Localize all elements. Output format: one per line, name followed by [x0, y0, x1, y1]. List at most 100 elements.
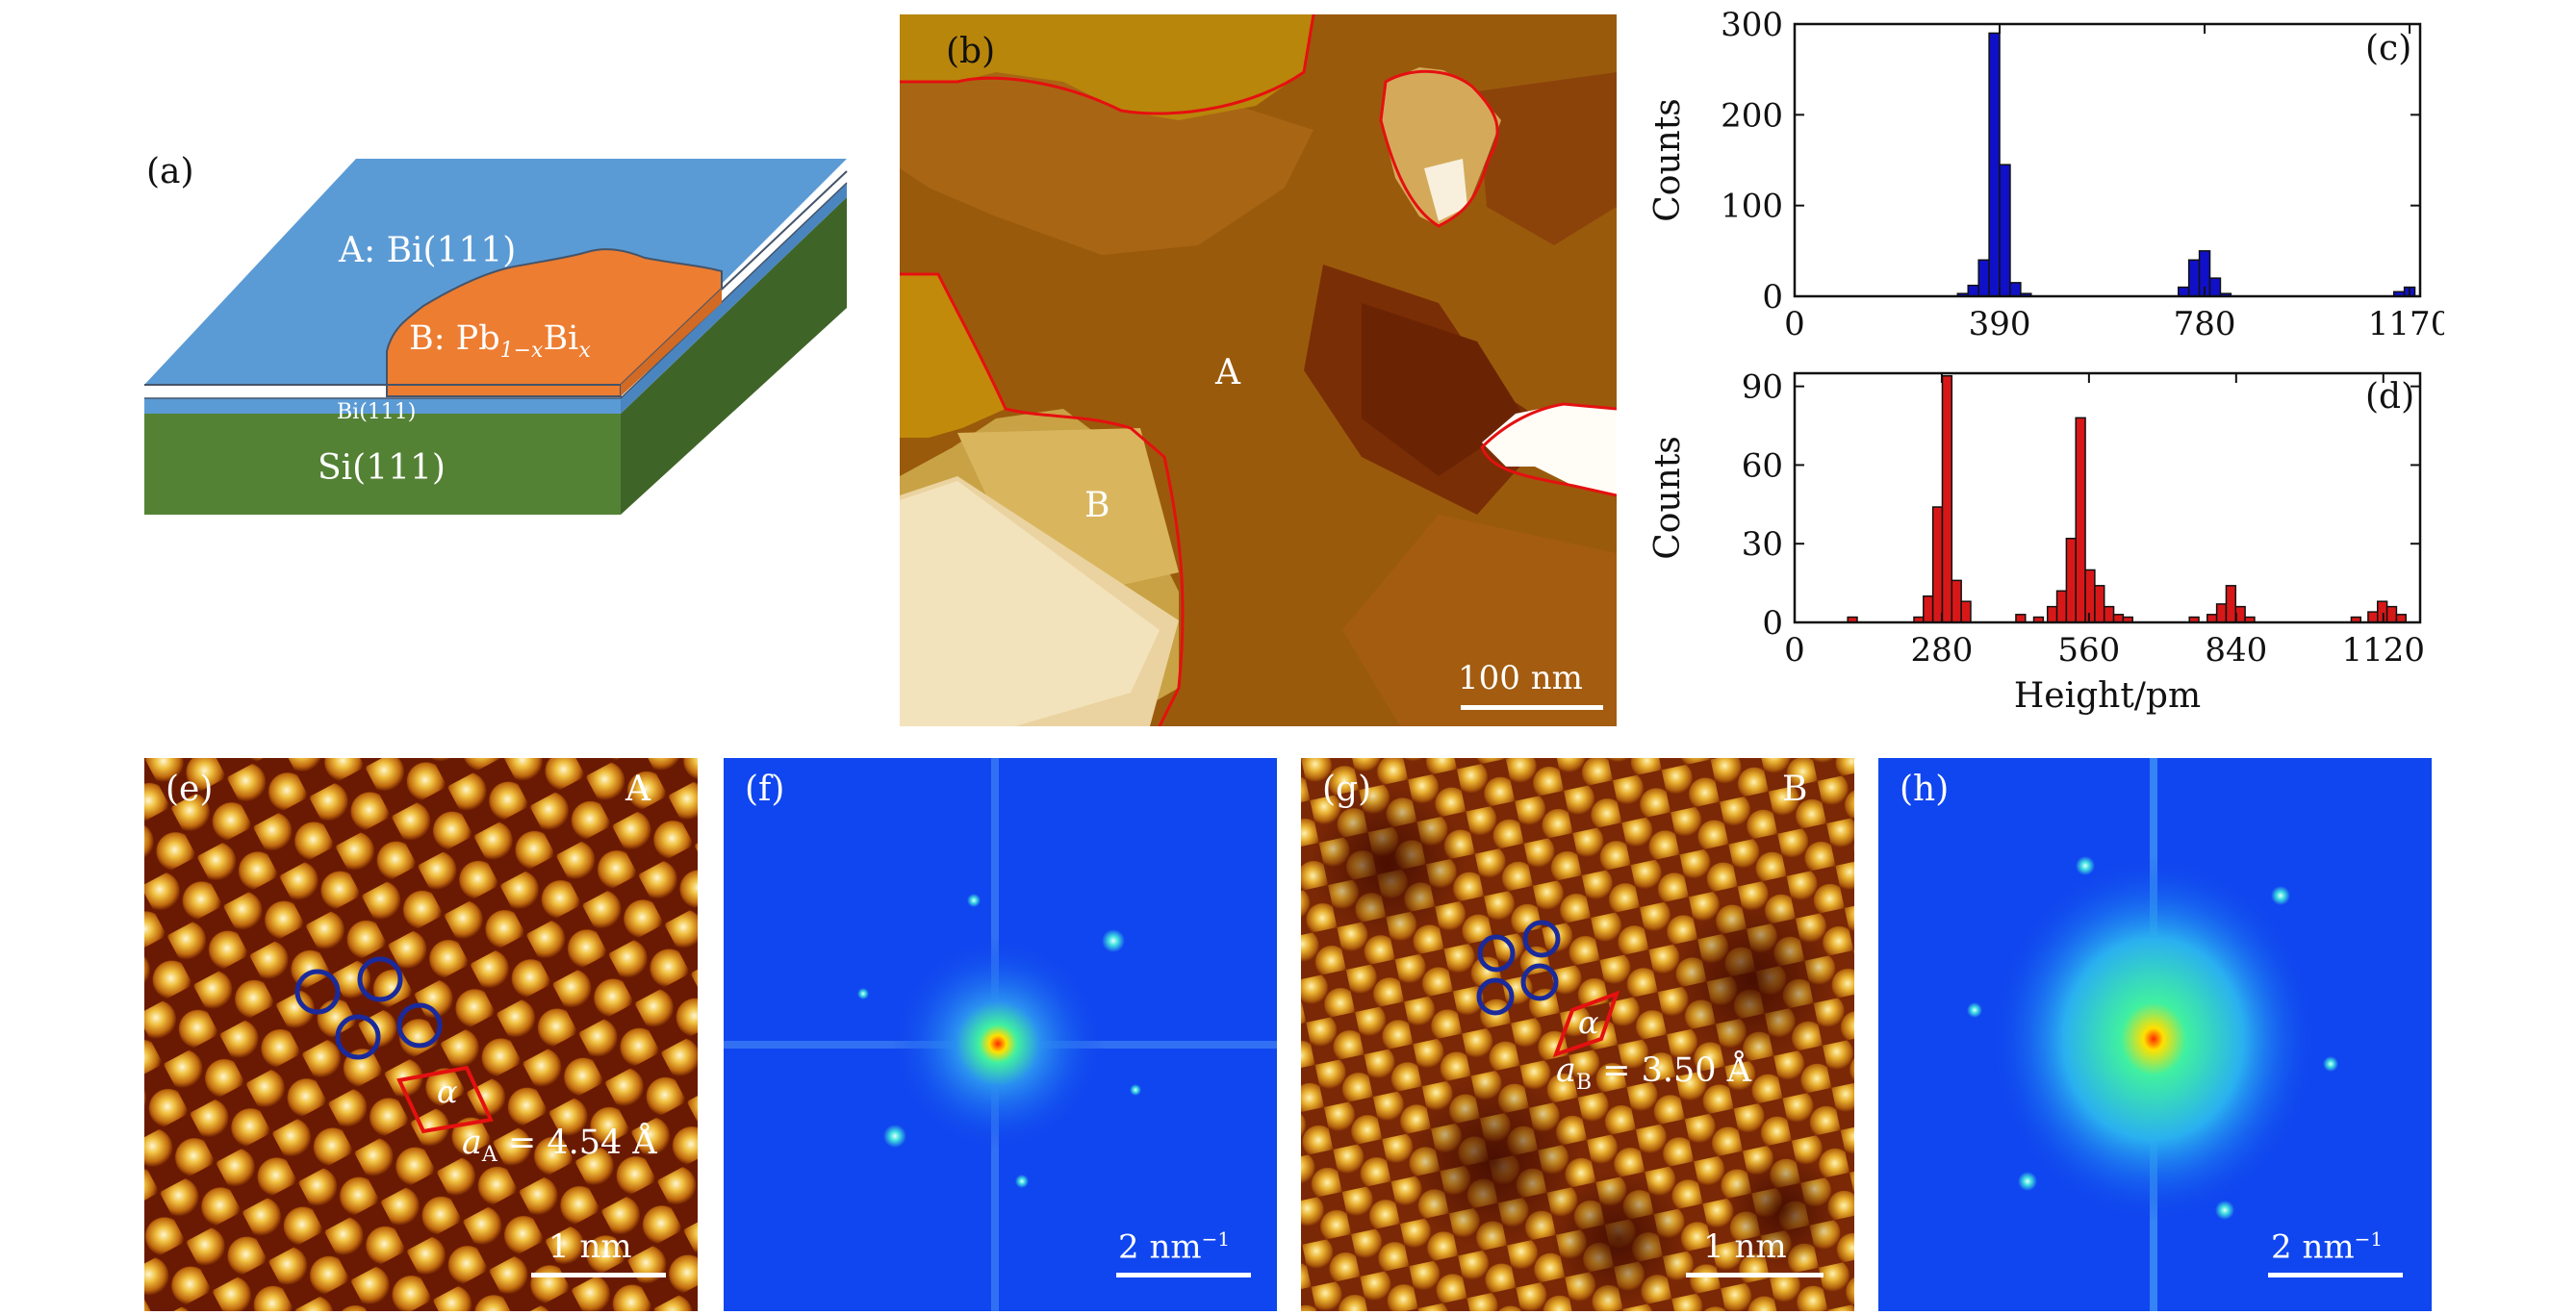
y-tick-label: 100: [1721, 188, 1783, 226]
panel-e: (e) A α aA = 4.54 Å 1 nm: [144, 758, 698, 1311]
panel-label-d: (d): [2365, 377, 2415, 417]
histogram-bar: [1988, 32, 2001, 297]
x-tick-label: 0: [1784, 305, 1805, 343]
histogram-c: 0 390 780 1170 0 100 200 300 Counts: [1648, 6, 2451, 343]
island-label: B: Pb1−xBix: [409, 319, 591, 363]
pbbi-island-side: [621, 289, 722, 396]
x-tick-label: 1120: [2341, 631, 2425, 670]
panel-f: (f) 2 nm−1: [724, 758, 1277, 1311]
fft-image-h: [1878, 758, 2432, 1311]
si-side: [621, 197, 847, 515]
histogram-bar: [1999, 164, 2011, 297]
panel-label-g: (g): [1322, 770, 1372, 809]
panel-label-f: (f): [745, 770, 785, 809]
y-axis-label: Counts: [1648, 98, 1688, 222]
scalebar-h-label: 2 nm−1: [2271, 1227, 2384, 1267]
region-label-a: A: [1215, 353, 1240, 392]
histogram-bar: [2055, 590, 2068, 623]
histogram-bar: [2075, 417, 2086, 623]
histogram-bar: [1977, 259, 1990, 297]
x-tick-label: 1170: [2368, 305, 2444, 343]
region-label-b: B: [1084, 486, 1110, 525]
panel-label-b: (b): [946, 32, 996, 71]
histogram-bar: [1951, 579, 1962, 623]
histogram-bar: [2187, 259, 2201, 297]
si-front: [144, 414, 621, 515]
bi-front: [144, 398, 621, 414]
y-tick-label: 30: [1742, 525, 1783, 564]
panel-g: (g) B α aB = 3.50 Å 1 nm: [1301, 758, 1854, 1311]
fft-image-f: [724, 758, 1277, 1311]
lattice-g: aB = 3.50 Å: [1556, 1051, 1751, 1095]
x-tick-label: 0: [1784, 631, 1805, 670]
region-label-g: B: [1782, 770, 1808, 809]
histogram-bar: [2177, 286, 2190, 297]
histogram-bar: [2094, 585, 2105, 623]
pbbi-island: [386, 248, 723, 397]
x-tick-label: 390: [1969, 305, 2031, 343]
bi-mid-label: Bi(111): [337, 400, 417, 424]
layer-schematic: [144, 159, 848, 515]
histogram-bar: [2046, 605, 2058, 623]
panel-d: 0 280 560 840 1120 0 30 60 90 Counts Height/pm (d): [1636, 356, 2444, 741]
x-tick-label: 280: [1910, 631, 1973, 670]
scalebar-e-label: 1 nm: [548, 1227, 632, 1266]
region-label-e: A: [625, 770, 650, 809]
si-label: Si(111): [318, 448, 446, 488]
histogram-bar: [2367, 611, 2379, 623]
histogram-bar: [2215, 603, 2228, 623]
panel-label-h: (h): [1900, 770, 1950, 809]
panel-label-c: (c): [2365, 29, 2412, 68]
scalebar-g: [1686, 1273, 1824, 1277]
bi-top-label: A: Bi(111): [339, 231, 517, 270]
panel-label-a: (a): [146, 152, 194, 191]
unit-cell-g: [1552, 990, 1620, 1058]
alpha-e: α: [437, 1074, 458, 1110]
scalebar-g-label: 1 nm: [1703, 1227, 1787, 1266]
y-tick-label: 0: [1762, 278, 1783, 316]
histogram-bar: [1960, 600, 1972, 623]
panel-c: 0 390 780 1170 0 100 200 300 Counts (c): [1636, 6, 2451, 366]
y-axis-label: Counts: [1648, 436, 1688, 560]
plot-frame: [1793, 22, 2422, 298]
scalebar-f-label: 2 nm−1: [1118, 1227, 1231, 1267]
stm-topography-image: [900, 13, 1618, 727]
island-boundary-top-right: [1379, 69, 1499, 228]
histogram-bar: [1931, 506, 1944, 623]
panel-a: (a) A: Bi(111) B: Pb1−xBix Bi(111) Si(11…: [135, 144, 866, 529]
y-tick-label: 60: [1742, 446, 1783, 485]
histogram-bar: [2009, 282, 2022, 297]
scalebar-b-label: 100 nm: [1458, 659, 1583, 697]
histogram-bar: [2377, 600, 2388, 623]
histogram-bar: [2084, 569, 2096, 623]
histogram-bar: [1941, 374, 1953, 623]
histogram-bar: [2225, 585, 2237, 623]
y-tick-label: 200: [1721, 96, 1783, 135]
y-tick-label: 90: [1742, 368, 1783, 407]
x-tick-label: 780: [2174, 305, 2236, 343]
y-tick-label: 300: [1721, 10, 1783, 44]
unit-cell-e: [396, 1065, 494, 1134]
island-boundary-right: [1480, 402, 1618, 497]
atomic-image-g: [1301, 758, 1854, 1311]
scalebar-h: [2268, 1273, 2403, 1277]
island-boundary-left: [900, 272, 1185, 727]
panel-h: (h) 2 nm−1: [1878, 758, 2432, 1311]
scalebar-e: [531, 1273, 666, 1277]
histogram-bar: [2065, 538, 2077, 623]
alpha-g: α: [1578, 1004, 1599, 1041]
histogram-bar: [2103, 605, 2115, 623]
scalebar-b: [1461, 705, 1603, 710]
x-tick-label: 560: [2057, 631, 2120, 670]
scalebar-f: [1116, 1273, 1251, 1277]
histogram-bar: [1967, 284, 1979, 297]
panel-b: (b) A B 100 nm: [900, 13, 1618, 727]
x-axis-label: Height/pm: [2014, 676, 2201, 716]
panel-label-e: (e): [166, 770, 214, 809]
y-tick-label: 0: [1762, 604, 1783, 643]
x-tick-label: 840: [2205, 631, 2267, 670]
histogram-bar: [1923, 594, 1934, 623]
plot-frame: [1793, 371, 2422, 624]
histogram-bar: [2208, 277, 2222, 297]
atomic-image-e: [144, 758, 698, 1311]
